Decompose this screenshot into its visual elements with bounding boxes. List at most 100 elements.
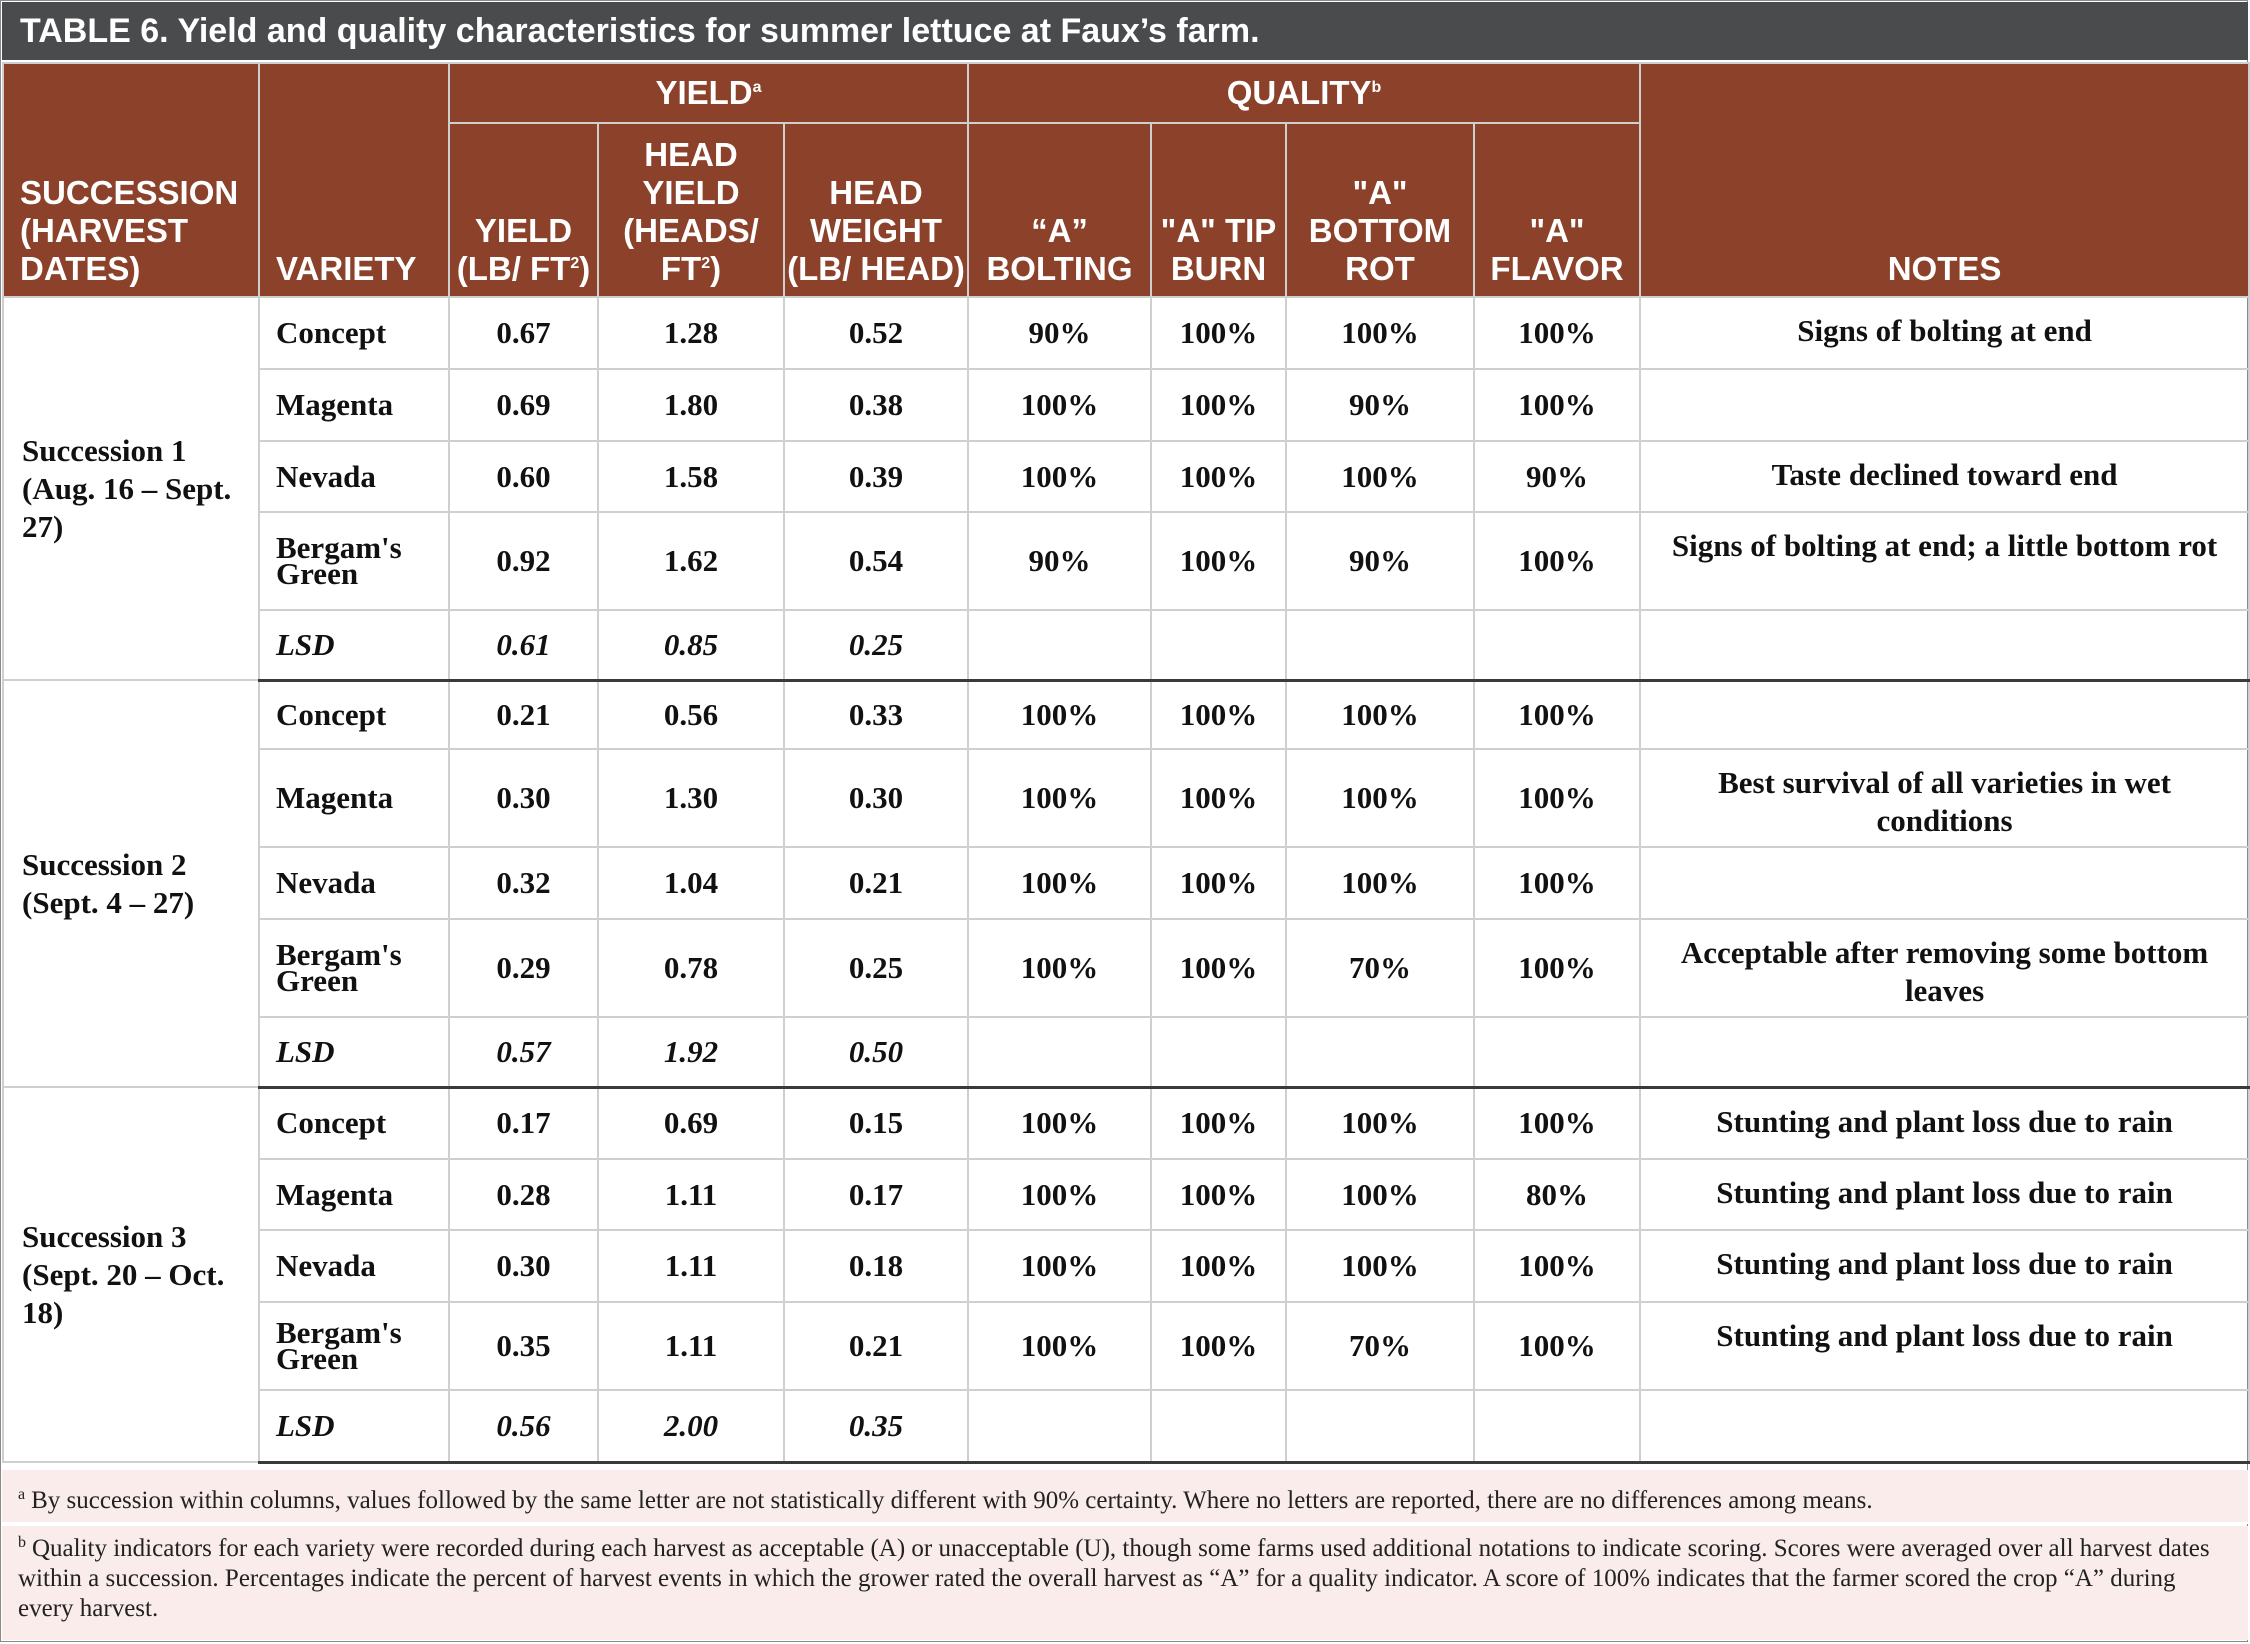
header-yield-group: YIELDa xyxy=(448,62,969,124)
bolting-cell: 100% xyxy=(967,368,1152,442)
header-quality-group: QUALITYb xyxy=(966,62,1642,124)
tip-burn-cell: 100% xyxy=(1150,748,1287,848)
notes-cell: Best survival of all varieties in wet co… xyxy=(1639,748,2250,848)
header-head-yield-label: HEAD YIELD (HEADS/ FT xyxy=(623,136,759,287)
head-weight-cell: 0.25 xyxy=(783,918,969,1018)
head-weight-cell: 0.35 xyxy=(783,1389,969,1464)
tip-burn-cell: 100% xyxy=(1150,296,1287,370)
head-yield-cell: 1.28 xyxy=(597,296,785,370)
flavor-cell: 100% xyxy=(1472,748,1642,848)
yield-group-label: YIELD xyxy=(655,74,753,111)
variety-cell: Nevada xyxy=(258,846,450,920)
notes-cell: Stunting and plant loss due to rain xyxy=(1639,1086,2250,1160)
footnote-b: b Quality indicators for each variety wer… xyxy=(2,1526,2248,1640)
bottom-rot-cell: 90% xyxy=(1285,368,1475,442)
table-caption: Yield and quality characteristics for su… xyxy=(168,12,1260,50)
head-yield-cell: 1.04 xyxy=(597,846,785,920)
bolting-cell: 100% xyxy=(967,440,1152,513)
head-yield-cell: 1.11 xyxy=(597,1158,785,1231)
notes-cell xyxy=(1639,368,2250,442)
tip-burn-cell xyxy=(1150,609,1287,682)
header-flavor: "A" FLAVOR xyxy=(1472,122,1642,298)
variety-cell: Concept xyxy=(258,1086,450,1160)
table-row: Bergam's Green 0.35 1.11 0.21 100% 100% 70% 100… xyxy=(3,1301,2250,1391)
bottom-rot-cell xyxy=(1285,609,1475,682)
table-row: LSD 0.61 0.85 0.25 xyxy=(3,609,2250,682)
yield-cell: 0.35 xyxy=(448,1301,599,1391)
flavor-cell xyxy=(1472,1016,1642,1089)
bolting-cell xyxy=(967,1389,1152,1464)
footnote-b-text: Quality indicators for each variety were… xyxy=(18,1535,2210,1622)
header-yield-tail: ) xyxy=(579,250,591,287)
head-weight-cell: 0.25 xyxy=(783,609,969,682)
header-head-yield-tail: ) xyxy=(710,250,722,287)
yield-cell: 0.61 xyxy=(448,609,599,682)
bottom-rot-cell: 100% xyxy=(1285,679,1475,750)
head-yield-cell: 2.00 xyxy=(597,1389,785,1464)
header-notes: NOTES xyxy=(1639,62,2250,298)
head-weight-cell: 0.52 xyxy=(783,296,969,370)
bolting-cell: 100% xyxy=(967,748,1152,848)
table-row: Magenta 0.30 1.30 0.30 100% 100% 100% 100% Best … xyxy=(3,748,2250,848)
bottom-rot-cell: 100% xyxy=(1285,296,1475,370)
variety-cell: Magenta xyxy=(258,368,450,442)
table-title: TABLE 6. Yield and quality characteristi… xyxy=(2,2,2248,60)
yield-cell: 0.30 xyxy=(448,1229,599,1303)
flavor-cell: 100% xyxy=(1472,1086,1642,1160)
bottom-rot-cell: 90% xyxy=(1285,511,1475,611)
head-weight-cell: 0.17 xyxy=(783,1158,969,1231)
footnote-a-mark: a xyxy=(18,1485,26,1503)
bolting-cell: 100% xyxy=(967,1158,1152,1231)
header-yield-label: YIELD (LB/ FT xyxy=(456,212,573,287)
head-yield-cell: 0.69 xyxy=(597,1086,785,1160)
yield-cell: 0.28 xyxy=(448,1158,599,1231)
footnote-a-text: By succession within columns, values fol… xyxy=(31,1487,1873,1514)
succession-label: Succession 3 (Sept. 20 – Oct. 18) xyxy=(2,1086,260,1463)
succession-label: Succession 2 (Sept. 4 – 27) xyxy=(2,679,260,1088)
succession-label: Succession 1 (Aug. 16 – Sept. 27) xyxy=(2,296,260,681)
tip-burn-cell: 100% xyxy=(1150,1158,1287,1231)
bottom-rot-cell: 100% xyxy=(1285,846,1475,920)
variety-cell: Concept xyxy=(258,296,450,370)
table-row: Succession 2 (Sept. 4 – 27) Concept 0.21 0.… xyxy=(2,679,2250,1088)
tip-burn-cell: 100% xyxy=(1150,679,1287,750)
footnote-b-marker: b xyxy=(1371,79,1382,96)
bottom-rot-cell: 100% xyxy=(1285,748,1475,848)
flavor-cell: 90% xyxy=(1472,440,1642,513)
table-row: LSD 0.56 2.00 0.35 xyxy=(3,1389,2250,1464)
flavor-cell: 100% xyxy=(1472,368,1642,442)
yield-cell: 0.60 xyxy=(448,440,599,513)
head-weight-cell: 0.33 xyxy=(783,679,969,750)
head-yield-cell: 1.58 xyxy=(597,440,785,513)
yield-cell: 0.17 xyxy=(448,1086,599,1160)
yield-cell: 0.67 xyxy=(448,296,599,370)
table-row: LSD 0.57 1.92 0.50 xyxy=(3,1016,2250,1089)
notes-cell: Acceptable after removing some bottom le… xyxy=(1639,918,2250,1018)
head-yield-cell: 0.56 xyxy=(597,679,785,750)
table-body: Succession 1 (Aug. 16 – Sept. 27) Concept… xyxy=(2,296,2250,1464)
bottom-rot-cell: 70% xyxy=(1285,1301,1475,1391)
lettuce-table: SUCCESSION (HARVEST DATES) VARIETY YIELD… xyxy=(2,62,2250,1464)
head-weight-cell: 0.15 xyxy=(783,1086,969,1160)
notes-cell: Taste declined toward end xyxy=(1639,440,2250,513)
flavor-cell: 100% xyxy=(1472,918,1642,1018)
tip-burn-cell: 100% xyxy=(1150,846,1287,920)
bolting-cell: 100% xyxy=(967,918,1152,1018)
table-row: Bergam's Green 0.29 0.78 0.25 100% 100% 70% 100… xyxy=(3,918,2250,1018)
notes-cell xyxy=(1639,609,2250,682)
head-yield-cell: 1.62 xyxy=(597,511,785,611)
header-tip-burn: "A" TIP BURN xyxy=(1150,122,1287,298)
head-weight-cell: 0.30 xyxy=(783,748,969,848)
bottom-rot-cell: 100% xyxy=(1285,1229,1475,1303)
yield-cell: 0.30 xyxy=(448,748,599,848)
table-row: Nevada 0.30 1.11 0.18 100% 100% 100% 100% Stunti… xyxy=(3,1229,2250,1303)
notes-cell xyxy=(1639,846,2250,920)
table-row: Succession 1 (Aug. 16 – Sept. 27) Concept… xyxy=(2,296,2250,681)
head-yield-cell: 0.85 xyxy=(597,609,785,682)
notes-cell xyxy=(1639,1016,2250,1089)
bottom-rot-cell: 100% xyxy=(1285,1086,1475,1160)
header-succession: SUCCESSION (HARVEST DATES) xyxy=(2,62,260,298)
head-yield-cell: 1.92 xyxy=(597,1016,785,1089)
table-row: Bergam's Green 0.92 1.62 0.54 90% 100% 90% 100%… xyxy=(3,511,2250,611)
head-yield-cell: 1.11 xyxy=(597,1229,785,1303)
